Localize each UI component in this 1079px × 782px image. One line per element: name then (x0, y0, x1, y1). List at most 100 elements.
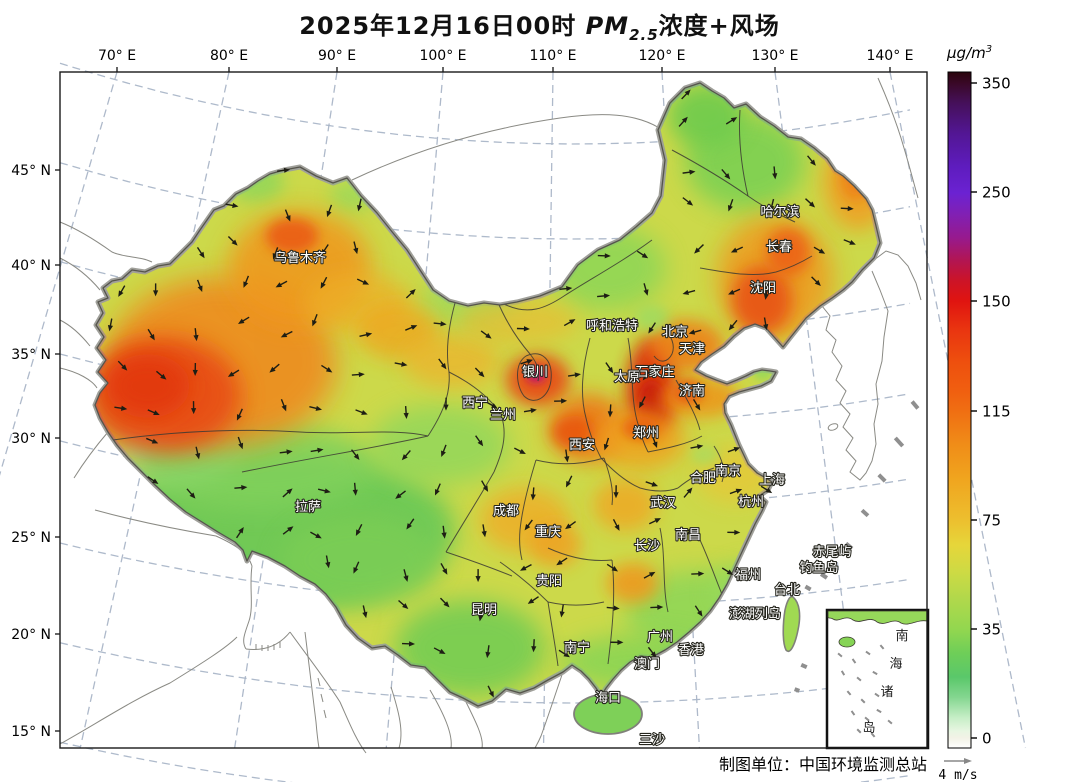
wind-arrow (694, 244, 704, 254)
lon-tick-label: 110° E (529, 48, 576, 64)
wind-arrow (691, 571, 705, 577)
foreign-border (255, 642, 281, 651)
wind-arrow (721, 168, 731, 180)
province-border (738, 109, 749, 197)
wind-arrow (485, 401, 498, 409)
city-label: 天津 (679, 342, 705, 357)
city-label: 杭州 (738, 495, 764, 510)
colorbar-unit: µg/m3 (947, 44, 993, 62)
wind-arrow (811, 276, 821, 286)
wind-arrow (564, 449, 570, 463)
wind-arrow (683, 487, 693, 498)
pm25-blob (553, 416, 597, 448)
wind-arrow (643, 571, 656, 579)
wind-arrow (645, 481, 659, 487)
wind-arrow (727, 447, 741, 453)
wind-arrow (605, 362, 614, 374)
lon-tick-label: 120° E (638, 48, 685, 64)
wind-arrow (774, 240, 780, 254)
inset-island-mark (879, 644, 885, 650)
wind-arrow (636, 250, 649, 259)
title-pm-sub: 2.5 (629, 25, 659, 44)
lat-tick-label: 40° N (11, 258, 51, 274)
province-border (713, 445, 725, 483)
province-border (535, 457, 605, 465)
wind-arrow (530, 487, 536, 501)
wind-arrow (843, 239, 856, 245)
foreign-border (59, 257, 101, 291)
wind-arrow (519, 563, 532, 571)
wind-arrow (514, 447, 526, 455)
wind-arrow (309, 405, 323, 411)
lat-tick-label: 45° N (11, 163, 51, 179)
inset-island-mark (856, 676, 862, 682)
title-suffix: 浓度+风场 (658, 12, 780, 40)
wind-arrow (567, 372, 581, 378)
wind-arrow (441, 525, 447, 539)
foreign-border (73, 431, 109, 479)
foreign-border (429, 689, 452, 749)
province-border (519, 459, 537, 561)
city-label: 钓鱼岛 (799, 560, 838, 576)
wind-arrow (353, 241, 359, 255)
foreign-border (464, 699, 483, 749)
inset-island-mark (870, 732, 876, 738)
province-border (547, 601, 605, 606)
wind-arrow (475, 435, 484, 447)
wind-arrow (688, 329, 702, 335)
wind-arrow (475, 569, 481, 583)
wind-arrow (728, 319, 738, 331)
city-label: 赤尾屿 (812, 545, 851, 560)
island-mark (819, 572, 829, 580)
lat-tick-label: 20° N (11, 627, 51, 643)
wind-arrow (481, 524, 487, 538)
colorbar-tick-label: 250 (982, 184, 1011, 202)
map-frame-border (59, 71, 928, 749)
island-mark (893, 436, 905, 448)
inset-hainan (838, 636, 856, 648)
city-label: 台北 (774, 583, 800, 598)
city-label: 昆明 (471, 603, 497, 618)
wind-arrow (485, 645, 491, 659)
inset-frame (825, 608, 930, 750)
city-label: 重庆 (535, 524, 561, 540)
title-date: 2025年12月16日00时 (299, 12, 577, 40)
inset-island-mark (860, 698, 866, 704)
colorbar-tick-label: 0 (982, 730, 992, 748)
wind-arrow (439, 597, 450, 608)
city-label: 南宁 (564, 640, 590, 656)
wind-arrow (612, 519, 620, 531)
wind-arrow (107, 318, 114, 332)
city-label: 福州 (735, 568, 761, 583)
island-mark (804, 584, 812, 592)
wind-arrow (275, 280, 288, 288)
wind-arrow (351, 371, 365, 378)
province-border (427, 279, 463, 437)
map-title: 2025年12月16日00时 PM2.5浓度+风场 (0, 6, 1079, 44)
foreign-border (59, 319, 91, 347)
island-mark (844, 541, 854, 551)
wind-arrow (117, 360, 128, 371)
wind-arrow (524, 519, 533, 531)
wind-arrow (352, 482, 358, 496)
wind-arrow (435, 483, 441, 496)
city-label: 澎湖列岛 (729, 606, 781, 622)
foreign-border (534, 671, 564, 749)
city-label: 上海 (759, 473, 785, 488)
lon-tick-label: 100° E (419, 48, 466, 64)
wind-arrow (236, 408, 243, 421)
city-label: 三沙 (639, 733, 665, 748)
wind-arrow (565, 475, 573, 488)
credit-text: 制图单位：中国环境监测总站 (718, 755, 927, 774)
lon-tick-label: 80° E (210, 48, 248, 64)
wind-arrow (359, 332, 373, 338)
wind-arrow (527, 596, 539, 604)
foreign-border (351, 114, 662, 181)
lon-tick-label: 90° E (318, 48, 356, 64)
province-border (677, 467, 715, 489)
wind-arrow (682, 289, 696, 295)
wind-arrow (353, 561, 360, 574)
wind-arrow (639, 396, 646, 409)
